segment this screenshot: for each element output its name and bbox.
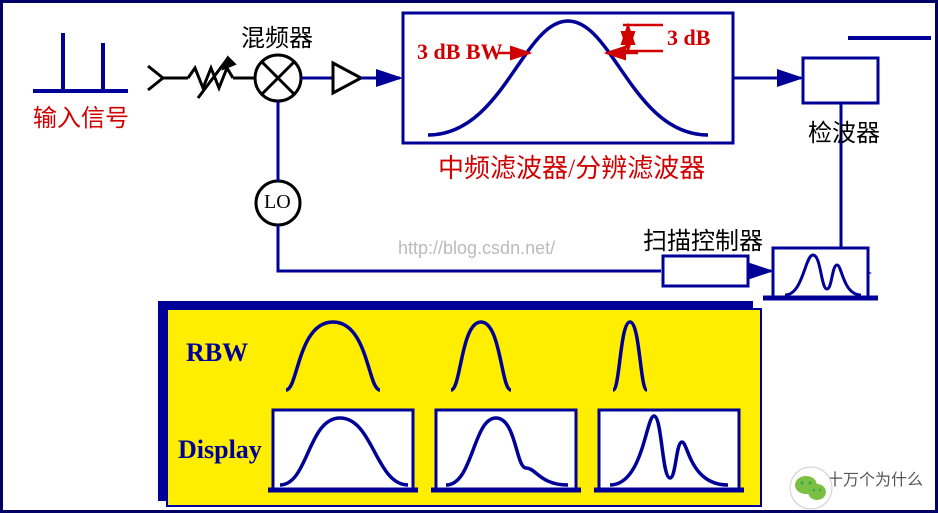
threedb-label: 3 dB — [667, 25, 710, 51]
bw-3db-label: 3 dB BW — [417, 39, 503, 65]
input-signal-label: 输入信号 — [33, 98, 129, 133]
detector-label: 检波器 — [808, 113, 880, 148]
rbw-shapes-svg — [168, 310, 760, 505]
diagram-stage: 输入信号 混频器 LO 3 dB BW 3 dB 中频滤波器/分辨滤波器 检波器… — [0, 0, 938, 513]
rbw-panel: RBW Display — [166, 308, 762, 507]
sweep-controller-label: 扫描控制器 — [643, 221, 763, 256]
wechat-badge: 硬件十万个为什么 — [789, 466, 923, 490]
wechat-icon — [789, 466, 833, 510]
lo-label: LO — [264, 191, 291, 214]
filter-label: 中频滤波器/分辨滤波器 — [438, 148, 705, 185]
mixer-label: 混频器 — [241, 18, 313, 53]
watermark-text: http://blog.csdn.net/ — [398, 238, 555, 259]
